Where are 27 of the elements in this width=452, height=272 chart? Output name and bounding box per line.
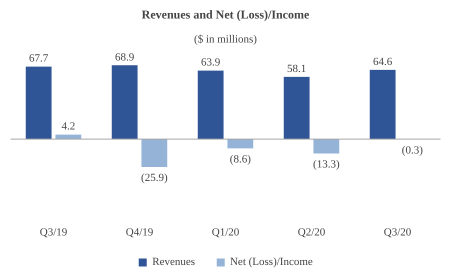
legend-label: Revenues [152, 256, 195, 268]
x-tick-label: Q1/20 [212, 226, 240, 238]
data-label: 64.6 [373, 56, 393, 68]
data-label: 4.2 [61, 120, 76, 133]
x-tick-label: Q4/19 [126, 226, 154, 238]
data-label: (8.6) [230, 153, 252, 166]
bar [141, 139, 168, 167]
chart-title: Revenues and Net (Loss)/Income [142, 8, 310, 22]
x-tick-label: Q2/20 [298, 226, 326, 238]
chart-subtitle: ($ in millions) [194, 34, 258, 46]
bar [284, 76, 310, 140]
data-label: 67.7 [29, 52, 49, 65]
bar [370, 70, 396, 140]
data-label: (13.3) [313, 158, 340, 170]
bar [26, 66, 52, 140]
x-tick-label: Q3/19 [40, 226, 68, 238]
data-label: 68.9 [115, 51, 135, 64]
data-label: (0.3) [402, 144, 424, 156]
legend-label: Net (Loss)/Income [230, 256, 313, 268]
bar [227, 139, 254, 148]
data-label: 58.1 [287, 62, 306, 75]
bar [112, 65, 138, 140]
bar [198, 70, 224, 140]
data-label: 63.9 [201, 56, 221, 69]
x-tick-label: Q3/20 [384, 226, 412, 238]
bar [313, 139, 340, 154]
data-label: (25.9) [141, 172, 168, 184]
